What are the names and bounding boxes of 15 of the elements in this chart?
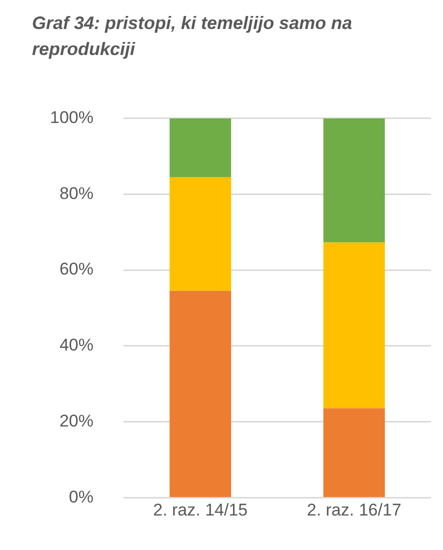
y-tick-label: 80% (59, 184, 94, 203)
y-tick-label: 0% (68, 487, 94, 506)
bar (170, 118, 232, 178)
x-tick-label: 2. raz. 16/17 (306, 500, 402, 520)
bar (323, 408, 385, 498)
chart-title: Graf 34: pristopi, ki temeljijo samo na reprodukciji (32, 12, 354, 61)
bar (323, 242, 385, 408)
y-tick-label: 100% (50, 108, 94, 127)
bar (170, 177, 232, 291)
x-tick-label: 2. raz. 14/15 (153, 500, 248, 520)
y-tick-label: 40% (59, 336, 94, 355)
y-tick-label: 60% (59, 260, 94, 279)
bar (323, 118, 385, 242)
bar (170, 290, 232, 498)
y-tick-label: 20% (59, 412, 94, 431)
